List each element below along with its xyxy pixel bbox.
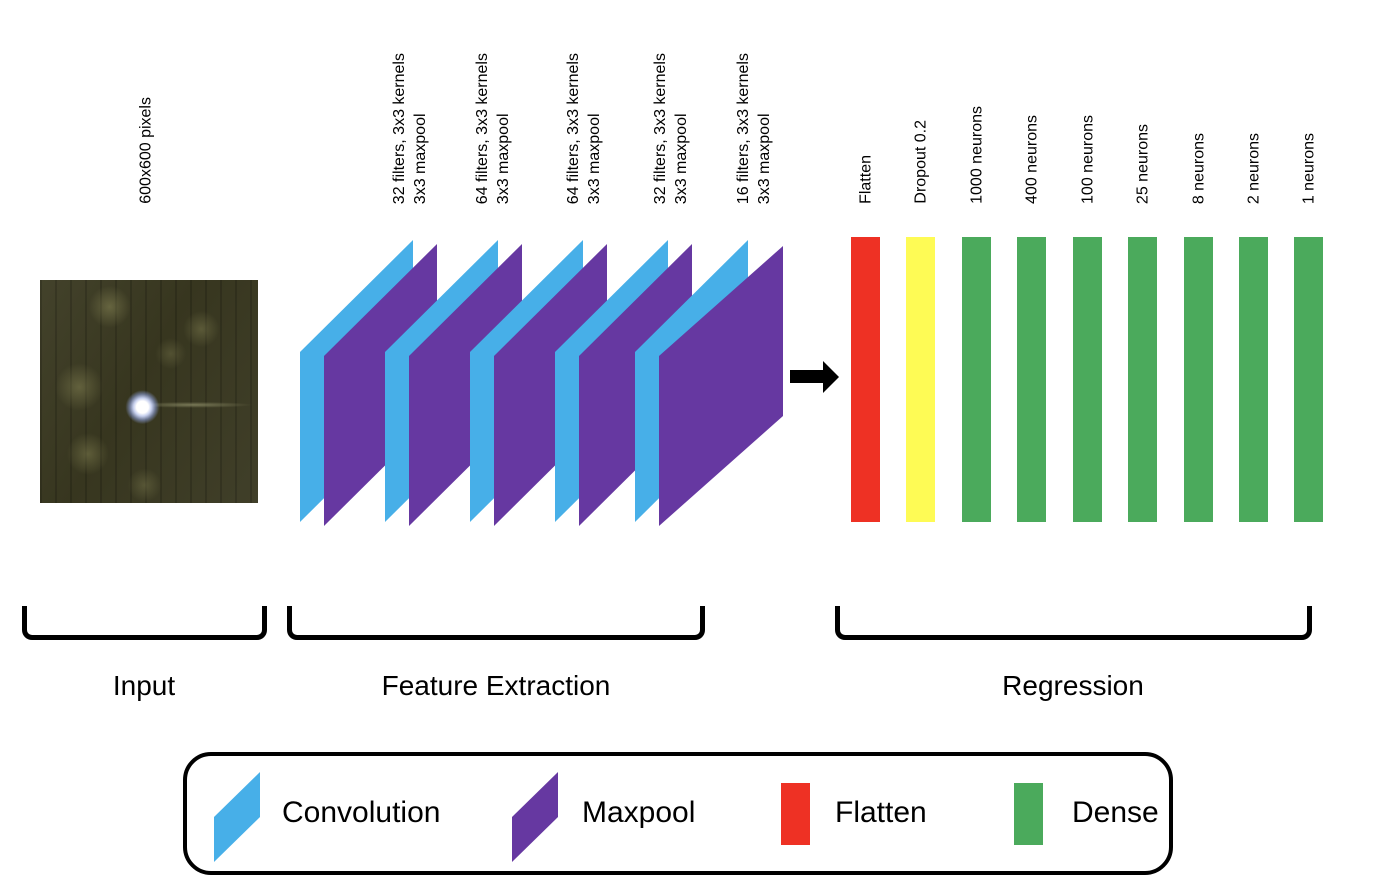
dense-layer-bar-1000 (962, 237, 991, 522)
feature-block-label-3: 64 filters, 3x3 kernels 3x3 maxpool (563, 53, 605, 204)
dense-swatch-icon (1014, 783, 1043, 845)
conv-layer-label: 32 filters, 3x3 kernels (652, 52, 669, 204)
input-sample-image (40, 280, 258, 503)
conv-layer-label: 32 filters, 3x3 kernels (391, 52, 408, 204)
section-label-regression: Regression (1002, 670, 1144, 701)
regression-bracket (835, 606, 1312, 640)
layer-label-8: 8 neurons (1190, 132, 1208, 204)
pool-layer-label: 3x3 maxpool (495, 113, 512, 204)
legend-box: Convolution Maxpool Flatten Dense (183, 752, 1173, 875)
arrow-icon (790, 361, 839, 393)
pool-sheet-3 (494, 244, 607, 526)
layer-label-dropout: Dropout 0.2 (912, 120, 930, 204)
section-label-feature: Feature Extraction (381, 670, 611, 701)
flatten-swatch-icon (781, 783, 810, 845)
legend-label-dense: Dense (1072, 796, 1159, 829)
dense-layer-bar-100 (1073, 237, 1102, 522)
maxpool-swatch-icon (512, 772, 558, 862)
pool-layer-label: 3x3 maxpool (586, 113, 603, 204)
layer-label-2: 2 neurons (1245, 132, 1263, 204)
pool-layer-label: 3x3 maxpool (412, 113, 429, 204)
layer-label-1: 1 neurons (1300, 132, 1318, 204)
legend-label-flatten: Flatten (835, 796, 927, 829)
dense-layer-bar-25 (1128, 237, 1157, 522)
convolution-swatch-shape (214, 772, 260, 862)
convolution-swatch-icon (214, 772, 260, 862)
pool-layer-label: 3x3 maxpool (673, 113, 690, 204)
feature-block-label-2: 64 filters, 3x3 kernels 3x3 maxpool (472, 53, 514, 204)
feature-block-label-4: 32 filters, 3x3 kernels 3x3 maxpool (650, 53, 692, 204)
dense-layer-bar-2 (1239, 237, 1268, 522)
pool-sheet-2 (409, 244, 522, 526)
legend-label-maxpool: Maxpool (582, 796, 696, 829)
layer-label-25: 25 neurons (1134, 123, 1152, 204)
feature-bracket (287, 606, 705, 640)
conv-layer-label: 16 filters, 3x3 kernels (735, 52, 752, 204)
conv-layer-label: 64 filters, 3x3 kernels (565, 52, 582, 204)
section-label-input: Input (112, 670, 176, 701)
pool-sheet-5 (659, 246, 783, 526)
dropout-layer-bar (906, 237, 935, 522)
layer-label-100: 100 neurons (1079, 115, 1097, 204)
input-bracket (22, 606, 267, 640)
input-size-label: 600x600 pixels (137, 97, 155, 204)
layer-label-400: 400 neurons (1023, 115, 1041, 204)
maxpool-swatch-shape (512, 772, 558, 862)
feature-block-label-1: 32 filters, 3x3 kernels 3x3 maxpool (389, 53, 431, 204)
layer-label-1000: 1000 neurons (968, 106, 986, 204)
feature-block-label-5: 16 filters, 3x3 kernels 3x3 maxpool (733, 53, 775, 204)
legend-label-convolution: Convolution (282, 796, 441, 829)
dense-layer-bar-1 (1294, 237, 1323, 522)
dense-layer-bar-400 (1017, 237, 1046, 522)
pool-layer-label: 3x3 maxpool (756, 113, 773, 204)
flatten-layer-bar (851, 237, 880, 522)
pool-sheet-1 (324, 244, 437, 526)
dense-layer-bar-8 (1184, 237, 1213, 522)
layer-label-flatten: Flatten (857, 155, 875, 204)
conv-layer-label: 64 filters, 3x3 kernels (474, 52, 491, 204)
